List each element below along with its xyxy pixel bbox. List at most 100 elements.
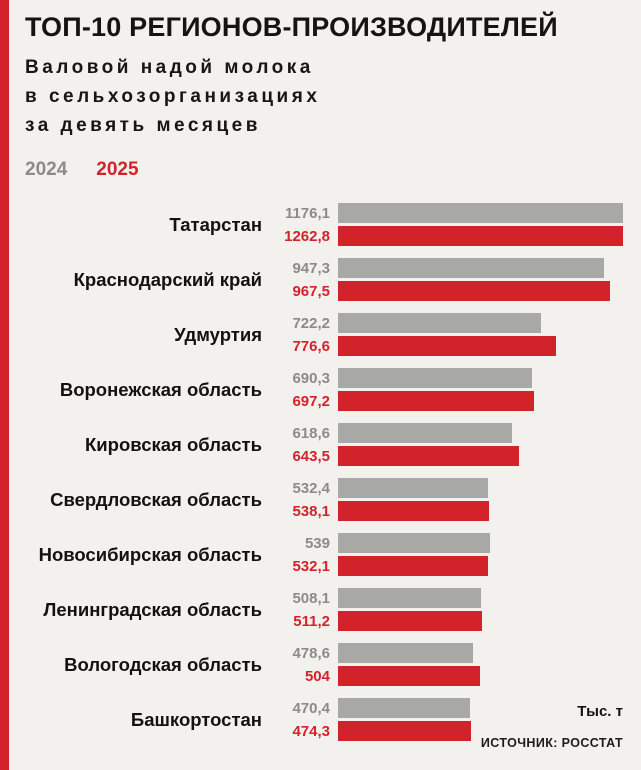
region-label: Свердловская область — [50, 488, 262, 510]
legend: 2024 2025 — [25, 159, 623, 181]
bar-chart: Татарстан 1176,1 1262,8 Краснодарский край 9… — [16, 197, 623, 747]
value-label-2024: 618,6 — [292, 424, 330, 442]
bar-2025 — [338, 281, 610, 301]
value-label-2024: 947,3 — [292, 259, 330, 277]
bar-2025 — [338, 336, 557, 356]
value-label-2024: 470,4 — [292, 699, 330, 717]
value-label-2024: 478,6 — [292, 644, 330, 662]
bar-line-2024: 618,6 — [268, 423, 623, 443]
bar-line-2025: 643,5 — [268, 446, 623, 466]
bar-line-2024: 478,6 — [268, 643, 623, 663]
value-label-2024: 1176,1 — [284, 204, 330, 222]
legend-item-2024: 2024 — [25, 159, 68, 180]
bar-line-2025: 504 — [268, 666, 623, 686]
bar-2025 — [338, 226, 623, 246]
region-label: Воронежская область — [59, 378, 262, 400]
bar-pair: 722,2 776,6 — [268, 313, 623, 356]
bar-line-2025: 967,5 — [268, 281, 623, 301]
value-label-2025: 643,5 — [292, 447, 330, 465]
bar-line-2025: 538,1 — [268, 501, 623, 521]
bar-2024 — [338, 423, 512, 443]
bar-pair: 478,6 504 — [268, 643, 623, 686]
bar-2024 — [338, 258, 605, 278]
region-label: Удмуртия — [174, 323, 262, 345]
region-label: Кировская область — [85, 433, 262, 455]
infographic: ТОП-10 РЕГИОНОВ-ПРОИЗВОДИТЕЛЕЙ Валовой н… — [9, 0, 641, 770]
page-title: ТОП-10 РЕГИОНОВ-ПРОИЗВОДИТЕЛЕЙ — [25, 12, 558, 42]
bar-2024 — [338, 478, 488, 498]
region-label: Вологодская область — [64, 653, 262, 675]
region-label: Татарстан — [169, 213, 262, 235]
chart-row: Новосибирская область 539 532,1 — [16, 527, 623, 582]
chart-row: Воронежская область 690,3 697,2 — [16, 362, 623, 417]
bar-line-2024: 470,4 — [268, 698, 623, 718]
bar-line-2025: 776,6 — [268, 336, 623, 356]
chart-row: Вологодская область 478,6 504 — [16, 637, 623, 692]
bar-line-2024: 1176,1 — [268, 203, 623, 223]
chart-row: Свердловская область 532,4 538,1 — [16, 472, 623, 527]
bar-2025 — [338, 556, 488, 576]
left-accent-stripe — [0, 0, 9, 770]
bar-2024 — [338, 533, 490, 553]
bar-line-2024: 947,3 — [268, 258, 623, 278]
bar-pair: 470,4 474,3 — [268, 698, 623, 741]
bar-line-2024: 539 — [268, 533, 623, 553]
bar-pair: 947,3 967,5 — [268, 258, 623, 301]
unit-label: Тыс. т — [577, 703, 623, 720]
bar-pair: 1176,1 1262,8 — [268, 203, 623, 246]
bar-pair: 508,1 511,2 — [268, 588, 623, 631]
value-label-2025: 776,6 — [292, 337, 330, 355]
bar-line-2025: 532,1 — [268, 556, 623, 576]
value-label-2025: 967,5 — [292, 282, 330, 300]
value-label-2024: 722,2 — [292, 314, 330, 332]
region-label: Ленинградская область — [43, 598, 262, 620]
value-label-2025: 538,1 — [292, 502, 330, 520]
bar-2024 — [338, 368, 533, 388]
bar-pair: 532,4 538,1 — [268, 478, 623, 521]
legend-item-2025: 2025 — [96, 159, 139, 180]
value-label-2025: 697,2 — [292, 392, 330, 410]
bar-line-2024: 508,1 — [268, 588, 623, 608]
region-label: Новосибирская область — [38, 543, 262, 565]
chart-row: Краснодарский край 947,3 967,5 — [16, 252, 623, 307]
bar-2025 — [338, 721, 472, 741]
bar-2024 — [338, 643, 473, 663]
chart-row: Ленинградская область 508,1 511,2 — [16, 582, 623, 637]
bar-pair: 618,6 643,5 — [268, 423, 623, 466]
value-label-2025: 504 — [304, 667, 330, 685]
bar-2024 — [338, 588, 481, 608]
bar-pair: 690,3 697,2 — [268, 368, 623, 411]
value-label-2025: 1262,8 — [284, 227, 330, 245]
value-label-2025: 511,2 — [293, 612, 330, 630]
bar-2024 — [338, 203, 623, 223]
subtitle-line-2: в сельхозорганизациях — [25, 86, 321, 107]
bar-2024 — [338, 313, 542, 333]
region-label: Башкортостан — [130, 708, 262, 730]
bar-line-2024: 722,2 — [268, 313, 623, 333]
chart-row: Кировская область 618,6 643,5 — [16, 417, 623, 472]
bar-2025 — [338, 391, 534, 411]
bar-line-2025: 474,3 — [268, 721, 623, 741]
subtitle: Валовой надой молока в сельхозорганизаци… — [25, 53, 623, 140]
chart-row: Удмуртия 722,2 776,6 — [16, 307, 623, 362]
value-label-2025: 474,3 — [292, 722, 330, 740]
value-label-2024: 539 — [304, 534, 330, 552]
value-label-2025: 532,1 — [292, 557, 330, 575]
bar-2025 — [338, 446, 519, 466]
value-label-2024: 508,1 — [292, 589, 330, 607]
source-label: ИСТОЧНИК: РОССТАТ — [480, 736, 623, 750]
value-label-2024: 690,3 — [292, 369, 330, 387]
chart-row: Башкортостан 470,4 474,3 — [16, 692, 623, 747]
bar-line-2024: 532,4 — [268, 478, 623, 498]
bar-2025 — [338, 611, 482, 631]
bar-2024 — [338, 698, 471, 718]
chart-row: Татарстан 1176,1 1262,8 — [16, 197, 623, 252]
subtitle-line-1: Валовой надой молока — [25, 57, 314, 78]
bar-pair: 539 532,1 — [268, 533, 623, 576]
bar-line-2025: 511,2 — [268, 611, 623, 631]
bar-line-2025: 1262,8 — [268, 226, 623, 246]
bar-2025 — [338, 501, 490, 521]
region-label: Краснодарский край — [73, 268, 262, 290]
bar-2025 — [338, 666, 480, 686]
subtitle-line-3: за девять месяцев — [25, 115, 261, 136]
